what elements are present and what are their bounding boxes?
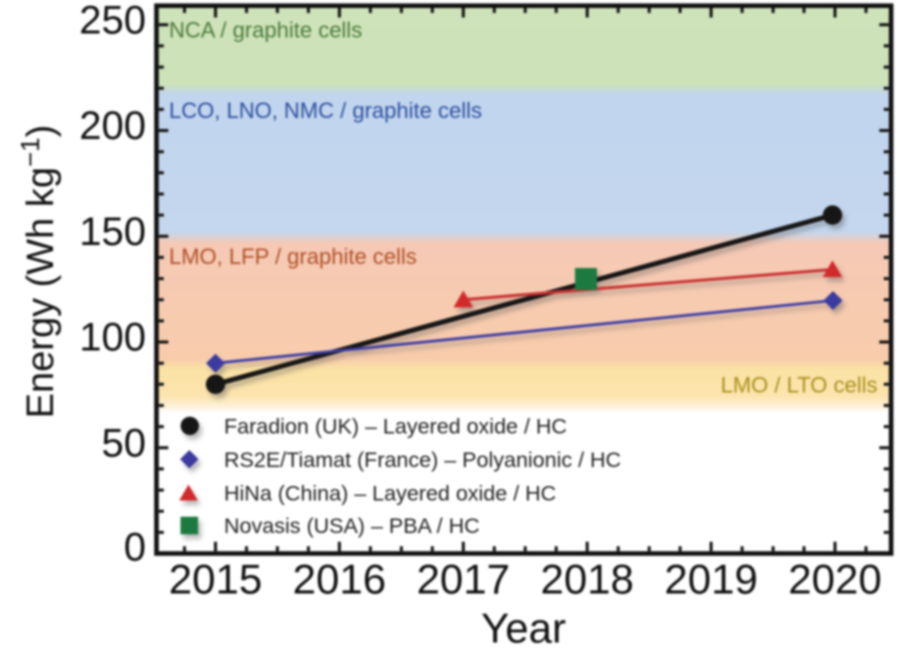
svg-text:LMO, LFP / graphite cells: LMO, LFP / graphite cells <box>169 244 417 269</box>
svg-text:Energy (Wh kg−1): Energy (Wh kg−1) <box>15 125 62 419</box>
svg-text:250: 250 <box>79 0 146 42</box>
svg-text:2017: 2017 <box>417 556 510 603</box>
svg-text:HiNa (China) – Layered oxide /: HiNa (China) – Layered oxide / HC <box>224 482 556 506</box>
svg-text:150: 150 <box>79 210 146 254</box>
svg-text:50: 50 <box>102 421 147 465</box>
svg-text:RS2E/Tiamat (France) – Polyani: RS2E/Tiamat (France) – Polyanionic / HC <box>224 448 621 472</box>
svg-text:LMO / LTO cells: LMO / LTO cells <box>721 372 878 397</box>
svg-text:NCA / graphite cells: NCA / graphite cells <box>169 17 362 42</box>
svg-text:2015: 2015 <box>169 556 262 603</box>
svg-text:Novasis (USA) – PBA / HC: Novasis (USA) – PBA / HC <box>224 514 480 538</box>
svg-text:100: 100 <box>79 316 146 360</box>
svg-text:LCO, LNO, NMC / graphite cells: LCO, LNO, NMC / graphite cells <box>169 98 482 123</box>
svg-text:Faradion (UK) – Layered oxide: Faradion (UK) – Layered oxide / HC <box>224 415 567 439</box>
svg-text:Year: Year <box>481 605 566 652</box>
svg-text:2019: 2019 <box>664 556 757 603</box>
svg-text:0: 0 <box>124 526 146 570</box>
svg-text:200: 200 <box>79 104 146 148</box>
svg-text:2016: 2016 <box>293 556 386 603</box>
svg-text:2020: 2020 <box>788 556 881 603</box>
svg-text:2018: 2018 <box>540 556 633 603</box>
